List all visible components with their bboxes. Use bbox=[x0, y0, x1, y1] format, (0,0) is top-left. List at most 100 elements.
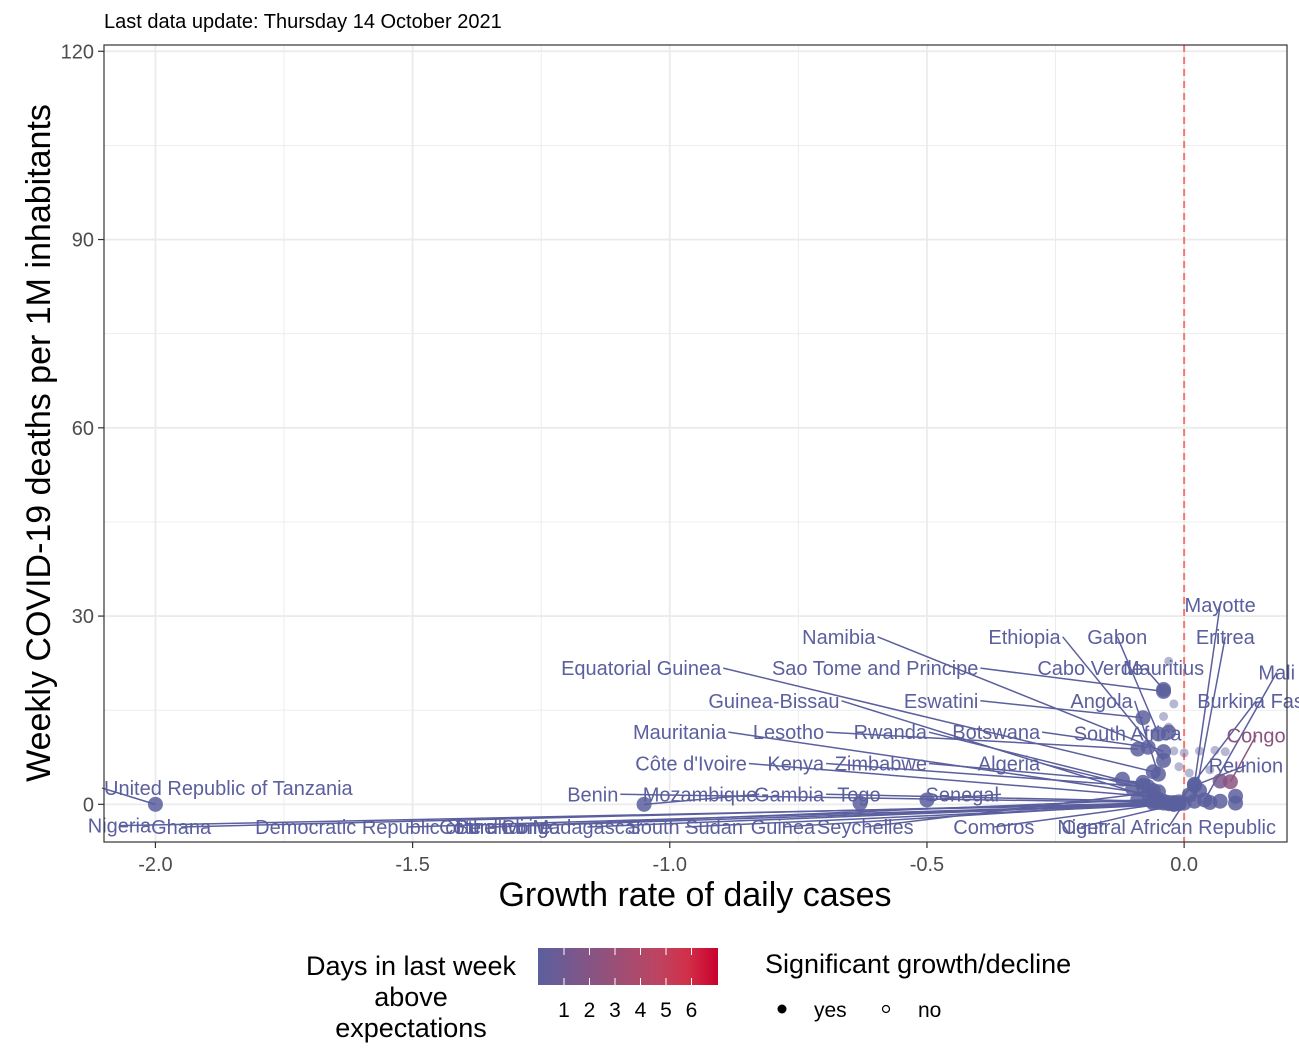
label-connector bbox=[494, 798, 1159, 828]
label-connector bbox=[723, 667, 1154, 773]
y-tick-label: 90 bbox=[72, 230, 94, 252]
point-label: Mauritius bbox=[1123, 658, 1204, 680]
point-label: Côte d'Ivoire bbox=[635, 754, 747, 776]
y-tick-label: 0 bbox=[83, 794, 94, 816]
point-label: Mozambique bbox=[643, 784, 758, 806]
x-tick-label: -1.5 bbox=[395, 854, 429, 876]
x-axis-title: Growth rate of daily cases bbox=[498, 876, 891, 914]
x-axis-ticks: -2.0 -1.5 -1.0 -0.5 0.0 bbox=[138, 842, 1198, 876]
label-connector bbox=[748, 762, 1154, 798]
scatter-points bbox=[147, 656, 1244, 812]
data-point bbox=[1114, 771, 1130, 787]
point-label: Seychelles bbox=[817, 817, 914, 839]
label-connector bbox=[1193, 636, 1227, 802]
y-tick-label: 30 bbox=[72, 606, 94, 628]
point-label: Algeria bbox=[978, 754, 1041, 776]
point-label: Eswatini bbox=[904, 691, 978, 713]
legend-colorbar bbox=[538, 948, 718, 985]
data-point-nonsignificant bbox=[1169, 746, 1179, 756]
point-label: Equatorial Guinea bbox=[561, 658, 722, 680]
data-point bbox=[1135, 778, 1151, 794]
point-label: Mali bbox=[1258, 663, 1295, 685]
label-connector bbox=[826, 731, 1138, 750]
label-connector bbox=[1042, 731, 1149, 748]
data-point bbox=[1156, 752, 1172, 768]
data-point bbox=[1156, 682, 1172, 698]
label-connector bbox=[587, 802, 1169, 828]
point-label: Cabo Verde bbox=[1037, 658, 1143, 680]
legend-color-title: expectations bbox=[335, 1013, 487, 1043]
point-label: Zimbabwe bbox=[835, 754, 927, 776]
data-point-nonsignificant bbox=[1184, 768, 1194, 778]
point-label: Madagascar bbox=[532, 817, 642, 839]
chart-subtitle: Last data update: Thursday 14 October 20… bbox=[104, 11, 502, 33]
point-label: Gambia bbox=[754, 784, 825, 806]
label-connector bbox=[1229, 734, 1257, 783]
data-point bbox=[1135, 710, 1151, 726]
y-tick-label: 60 bbox=[72, 418, 94, 440]
data-point bbox=[1228, 795, 1244, 811]
label-connector bbox=[980, 667, 1164, 693]
point-label: Burkina Faso bbox=[1197, 691, 1299, 713]
legend-color-title: above bbox=[374, 982, 448, 1012]
point-label: Niger bbox=[1057, 817, 1105, 839]
point-label: Rwanda bbox=[854, 722, 928, 744]
legend-shape-filled-dot bbox=[777, 1004, 787, 1014]
data-point-nonsignificant bbox=[1169, 699, 1179, 709]
point-label: Comoros bbox=[953, 817, 1034, 839]
data-point bbox=[147, 796, 163, 812]
label-connector bbox=[865, 791, 1159, 828]
point-label: Namibia bbox=[802, 627, 876, 649]
legend-shape-label: yes bbox=[814, 999, 847, 1022]
label-connector bbox=[980, 700, 1144, 719]
data-point bbox=[1186, 793, 1202, 809]
point-label: Central African Republic bbox=[1061, 817, 1276, 839]
data-point-nonsignificant bbox=[1205, 765, 1215, 775]
legend-shape-open-dot bbox=[881, 1004, 891, 1014]
point-label: South Africa bbox=[1074, 723, 1183, 745]
data-point-nonsignificant bbox=[1195, 746, 1205, 756]
label-connector bbox=[826, 793, 1154, 802]
legend-colorbar-label: 1 bbox=[558, 999, 570, 1022]
point-label: Reunion bbox=[1209, 755, 1284, 777]
data-point bbox=[1222, 774, 1238, 790]
data-point-nonsignificant bbox=[1159, 711, 1169, 721]
label-connector bbox=[1116, 636, 1160, 735]
point-label: United Republic of Tanzania bbox=[104, 778, 354, 800]
x-tick-label: 0.0 bbox=[1170, 854, 1198, 876]
label-connector bbox=[101, 787, 156, 806]
y-axis-title: Weekly COVID-19 deaths per 1M inhabitant… bbox=[20, 104, 58, 782]
x-tick-label: -0.5 bbox=[910, 854, 944, 876]
label-connector bbox=[993, 801, 1174, 828]
point-label: Mauritania bbox=[633, 722, 727, 744]
label-connector bbox=[841, 700, 1154, 799]
data-point-nonsignificant bbox=[1174, 762, 1184, 772]
label-connector bbox=[728, 731, 1149, 795]
point-label: Lesotho bbox=[753, 722, 824, 744]
point-label: Ethiopia bbox=[988, 627, 1061, 649]
data-point bbox=[1145, 790, 1161, 806]
data-point bbox=[1150, 726, 1166, 742]
label-connector bbox=[826, 762, 1149, 788]
label-connectors bbox=[101, 604, 1278, 828]
label-connector bbox=[407, 802, 1180, 828]
label-connector bbox=[644, 793, 760, 806]
data-point bbox=[852, 795, 868, 811]
label-connector bbox=[877, 636, 1164, 753]
data-point bbox=[1186, 778, 1202, 794]
point-label: Benin bbox=[567, 784, 618, 806]
gridlines bbox=[104, 45, 1287, 842]
legend-shape-label: no bbox=[918, 999, 941, 1022]
point-label: Gabon bbox=[1087, 627, 1147, 649]
legend-colorbar-label: 6 bbox=[686, 999, 698, 1022]
point-label: Sao Tome and Principe bbox=[772, 658, 978, 680]
x-tick-label: -1.0 bbox=[653, 854, 687, 876]
point-label: Angola bbox=[1070, 691, 1133, 713]
data-point bbox=[1140, 739, 1156, 755]
plot-panel-border bbox=[103, 44, 1288, 843]
data-point bbox=[1145, 764, 1161, 780]
data-point-nonsignificant bbox=[1220, 747, 1230, 757]
point-labels: United Republic of Tanzania Nigeria Ghana D… bbox=[88, 595, 1299, 839]
